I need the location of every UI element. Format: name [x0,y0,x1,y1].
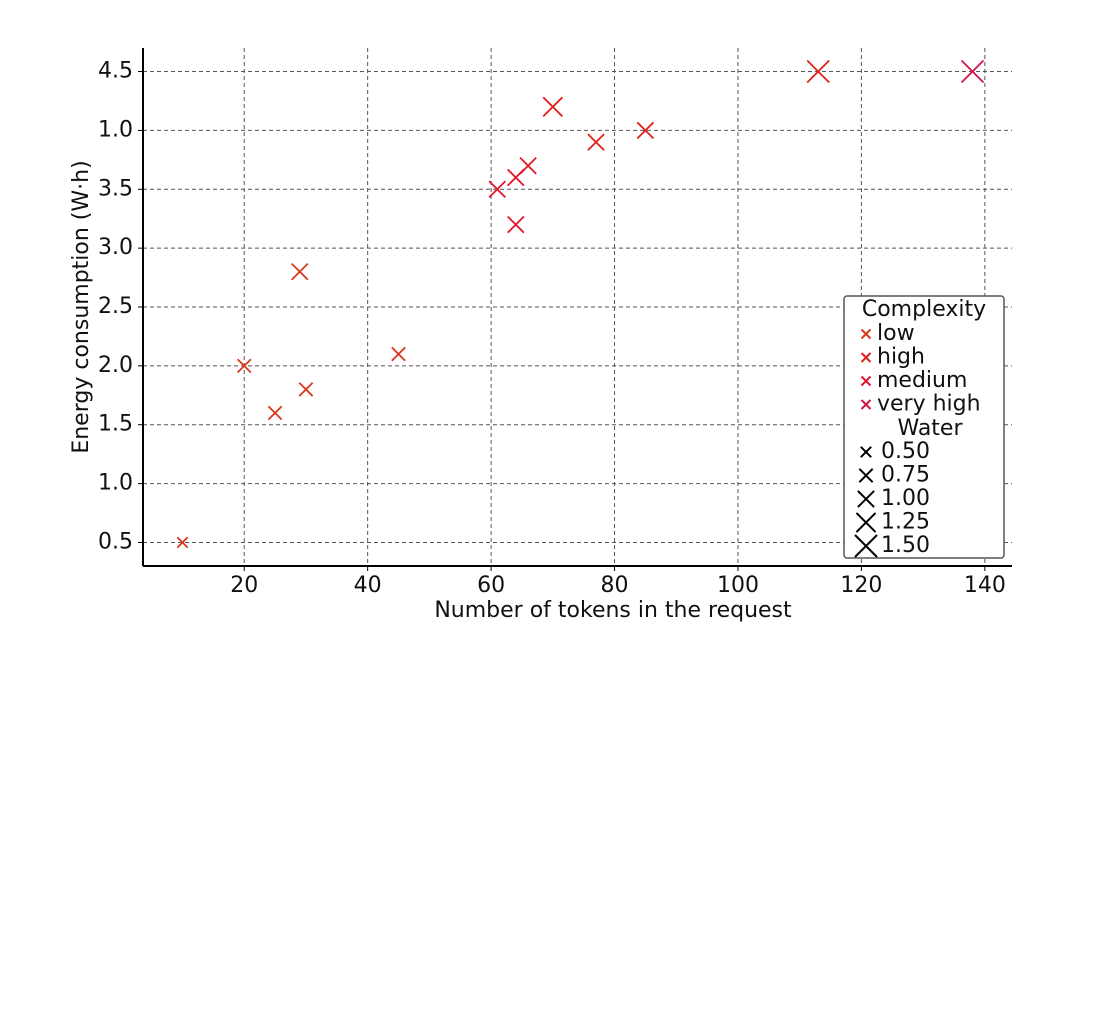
x-tick-label: 140 [964,573,1006,598]
size-legend-marker [858,468,874,483]
legend-marker [860,352,872,363]
y-tick-label: 1.5 [98,412,133,437]
legend-box [843,295,1005,559]
scatter-point [806,59,830,84]
x-tick-label: 120 [840,573,882,598]
size-legend-label: 1.00 [881,486,930,511]
size-legend-marker [860,446,872,458]
legend-marker [860,399,872,410]
scatter-point [519,156,537,175]
y-tick-label: 1.0 [98,117,133,142]
y-tick-label: 3.5 [98,176,133,201]
scatter-point [267,405,283,421]
x-tick-label: 20 [230,573,258,598]
legend-title: Complexity [862,297,986,322]
legend-label: medium [877,368,967,393]
scatter-point [298,382,314,397]
y-tick-label: 4.5 [98,59,133,84]
size-legend-label: 1.25 [881,510,930,535]
y-tick-label: 3.0 [98,235,133,260]
legend-marker [860,328,872,340]
y-axis-label: Energy consumption (W·h) [69,160,94,453]
scatter-point [587,133,605,151]
size-legend-title: Water [897,416,963,441]
scatter-point [236,358,252,374]
size-legend-marker [855,512,877,533]
size-legend-label: 1.50 [881,533,930,558]
x-tick-label: 40 [354,573,382,598]
size-legend-marker [857,490,875,508]
legend-marker [860,375,872,387]
x-tick-label: 80 [601,573,629,598]
size-legend-marker [854,534,878,558]
y-tick-label: 1.0 [98,471,133,496]
scatter-point [176,536,189,549]
y-tick-label: 0.5 [98,529,133,554]
x-tick-label: 100 [717,573,759,598]
size-legend-label: 0.50 [881,439,930,464]
scatter-point [391,346,406,362]
scatter-point [542,96,563,118]
x-axis-label: Number of tokens in the request [434,598,792,623]
legend-label: high [877,345,925,370]
scatter-point [507,215,525,234]
scatter-point [960,59,985,84]
scatter-point [636,121,655,140]
scatter-point [291,262,309,281]
scatter-point [488,180,507,199]
y-tick-label: 2.0 [98,353,133,378]
legend-label: low [877,321,915,346]
y-tick-label: 2.5 [98,294,133,319]
x-tick-label: 60 [477,573,505,598]
legend-label: very high [877,392,981,417]
size-legend-label: 0.75 [881,463,930,488]
